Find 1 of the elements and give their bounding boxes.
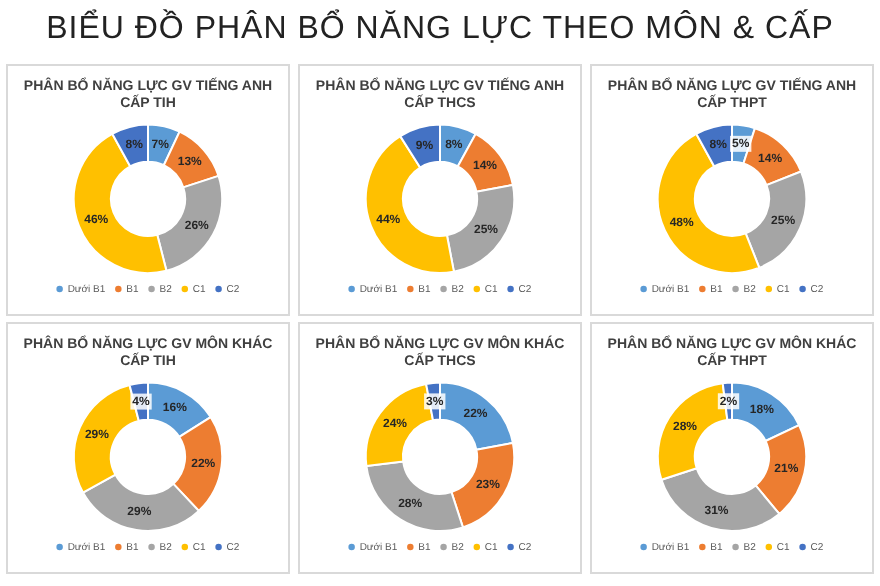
text: BIỂU ĐỒ PHÂN BỔ NĂNG LỰC THEO MÔN & CẤP	[46, 12, 834, 48]
